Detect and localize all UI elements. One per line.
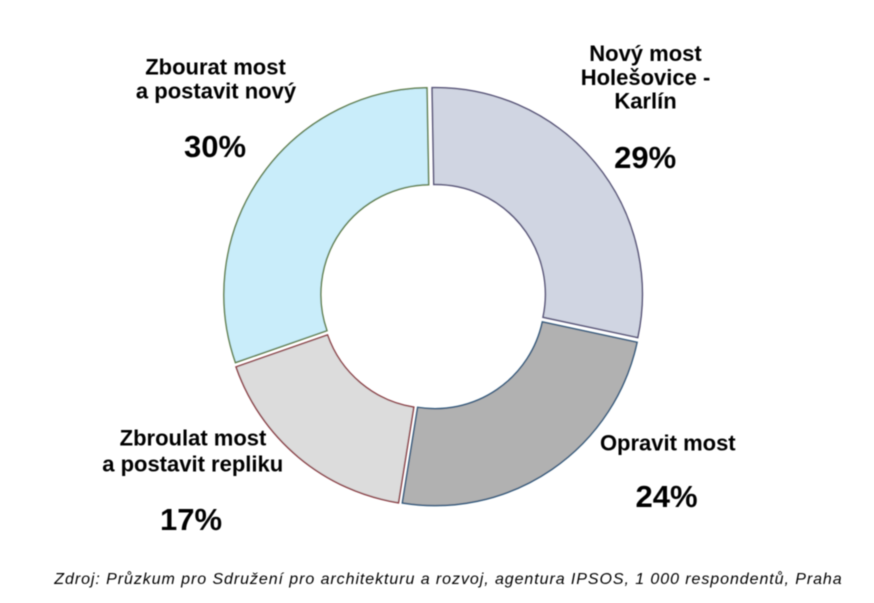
svg-text:Holešovice -: Holešovice -: [581, 65, 711, 90]
svg-text:24%: 24%: [635, 479, 697, 514]
svg-text:Zdroj: Průzkum pro Sdružení pr: Zdroj: Průzkum pro Sdružení pro architek…: [53, 570, 842, 588]
svg-text:Karlín: Karlín: [614, 89, 676, 114]
svg-text:Nový most: Nový most: [589, 41, 702, 66]
svg-text:29%: 29%: [614, 140, 676, 175]
svg-text:Zbourat most: Zbourat most: [145, 54, 286, 79]
svg-text:Opravit most: Opravit most: [600, 430, 736, 455]
svg-text:a postavit nový: a postavit nový: [136, 79, 297, 104]
svg-text:a postavit repliku: a postavit repliku: [102, 452, 283, 477]
svg-text:17%: 17%: [160, 502, 222, 537]
svg-text:Zbroulat most: Zbroulat most: [120, 426, 267, 451]
svg-text:30%: 30%: [184, 129, 246, 164]
